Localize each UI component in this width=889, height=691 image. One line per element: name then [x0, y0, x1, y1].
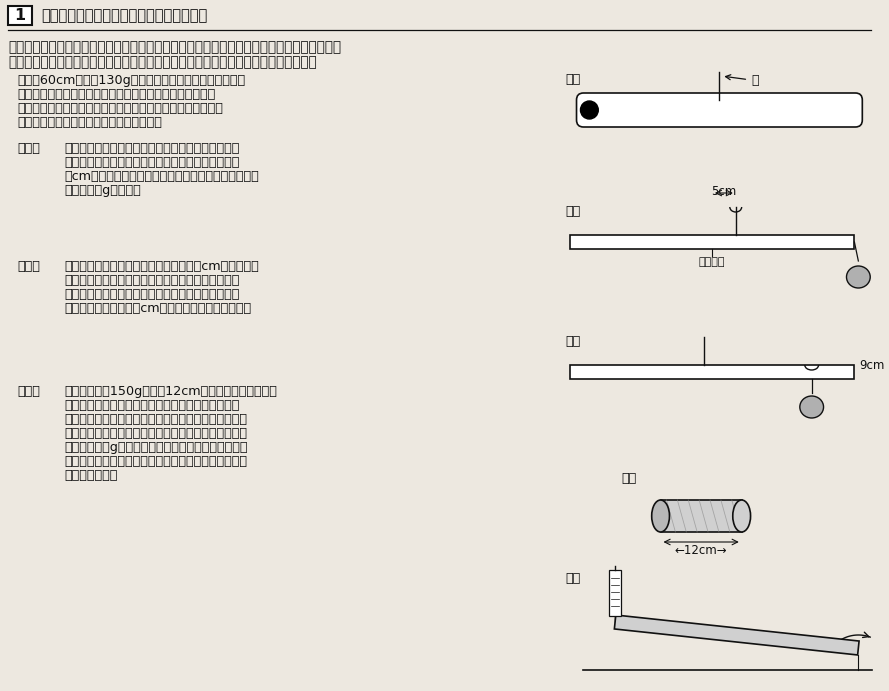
- Text: あります。この棒の中央の点に糸をむすびつけて上からつ: あります。この棒の中央の点に糸をむすびつけて上からつ: [18, 88, 216, 101]
- Text: なお，糸の重さは考えないものとします。: なお，糸の重さは考えないものとします。: [18, 116, 163, 129]
- Text: 図３: 図３: [565, 335, 581, 348]
- Text: 9cm: 9cm: [860, 359, 885, 372]
- Text: 5cm: 5cm: [711, 185, 736, 198]
- Text: ねばかりは何gを示しますか。なお，おもりは太さが: ねばかりは何gを示しますか。なお，おもりは太さが: [64, 441, 248, 454]
- Bar: [609, 570, 621, 616]
- Ellipse shape: [652, 500, 669, 532]
- Text: 糸: 糸: [725, 74, 758, 87]
- Text: た，割り切れない場合のみ，小数第２位を四捨五入して小数第１位まで答えなさい。: た，割り切れない場合のみ，小数第２位を四捨五入して小数第１位まで答えなさい。: [8, 55, 316, 69]
- Text: この棒の右端におもりをつけたところ，つりあいが: この棒の右端におもりをつけたところ，つりあいが: [64, 142, 240, 155]
- Text: （１）: （１）: [18, 142, 41, 155]
- Text: とれなくなりました。そこで，糸を中央より右側に: とれなくなりました。そこで，糸を中央より右側に: [64, 156, 240, 169]
- Text: るように糸の位置を動かしました。このとき，糸の: るように糸の位置を動かしました。このとき，糸の: [64, 288, 240, 301]
- Text: 図２: 図２: [565, 205, 581, 218]
- Text: 図１: 図１: [565, 73, 581, 86]
- Bar: [661, 500, 741, 532]
- Ellipse shape: [846, 266, 870, 288]
- Text: どこでも同じで，筒の中にぴったりはまって動かない: どこでも同じで，筒の中にぴったりはまって動かない: [64, 455, 247, 468]
- Text: 図４: 図４: [621, 472, 637, 485]
- Text: るすと水平になりました（図１）。次の問いに答えなさい。: るすと水平になりました（図１）。次の問いに答えなさい。: [18, 102, 224, 115]
- Text: ただし，計算結果を答える際，割り算が必要な場合は，分数ではなく小数で答えなさい。ま: ただし，計算結果を答える際，割り算が必要な場合は，分数ではなく小数で答えなさい。…: [8, 40, 341, 54]
- Circle shape: [581, 101, 598, 119]
- Bar: [570, 365, 854, 379]
- Text: （３）: （３）: [18, 385, 41, 398]
- Text: （１）の水平の状態でおもりを左側に９cm動かしたと: （１）の水平の状態でおもりを左側に９cm動かしたと: [64, 260, 259, 273]
- Text: 棒の中に重さ150g，長さ12cmの円筒形のおもり（図: 棒の中に重さ150g，長さ12cmの円筒形のおもり（図: [64, 385, 277, 398]
- Text: ころ，つりあいがとれなくなったので棒が水平にな: ころ，つりあいがとれなくなったので棒が水平にな: [64, 274, 240, 287]
- Text: 位置は棒の左端から何cmのところですか（図３）。: 位置は棒の左端から何cmのところですか（図３）。: [64, 302, 252, 315]
- Text: ５cm動かすと棒が水平になりました（図２）。おもり: ５cm動かすと棒が水平になりました（図２）。おもり: [64, 170, 259, 183]
- Ellipse shape: [800, 396, 823, 418]
- Text: をつけて少し持ち上げました（図５）。このとき，ば: をつけて少し持ち上げました（図５）。このとき，ば: [64, 427, 247, 440]
- Text: しました。この棒を水平面に置き，左端にばねばかり: しました。この棒を水平面に置き，左端にばねばかり: [64, 413, 247, 426]
- FancyBboxPatch shape: [8, 6, 32, 25]
- Polygon shape: [614, 615, 859, 655]
- Text: ものとします。: ものとします。: [64, 469, 117, 482]
- Text: ←12cm→: ←12cm→: [675, 544, 727, 557]
- Ellipse shape: [733, 500, 750, 532]
- Bar: [570, 235, 854, 249]
- Text: 図５: 図５: [565, 572, 581, 585]
- FancyBboxPatch shape: [577, 93, 862, 127]
- Text: 棒の中心: 棒の中心: [699, 257, 725, 267]
- Text: 1: 1: [14, 8, 26, 23]
- Text: の重さは何gですか。: の重さは何gですか。: [64, 184, 141, 197]
- Text: 長さ60cm，重さ130gで太さがどこでも同じ筒状の棒が: 長さ60cm，重さ130gで太さがどこでも同じ筒状の棒が: [18, 74, 246, 87]
- Text: （２）: （２）: [18, 260, 41, 273]
- Text: 次の文章を読み，下の問いに答えなさい。: 次の文章を読み，下の問いに答えなさい。: [42, 8, 208, 23]
- Text: ４）をいれ，おもりの右端と棒の右端が合うように: ４）をいれ，おもりの右端と棒の右端が合うように: [64, 399, 240, 412]
